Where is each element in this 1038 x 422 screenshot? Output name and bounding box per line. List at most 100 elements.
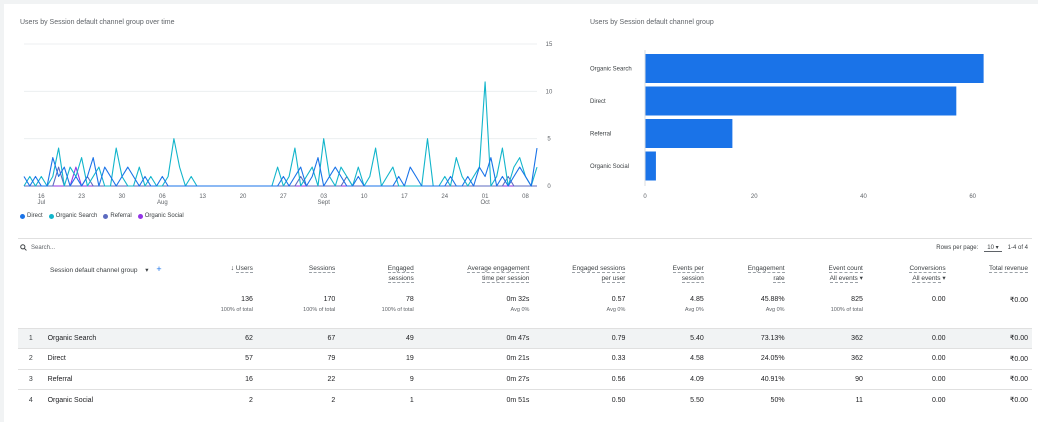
col-header-label: Engaged [387,265,414,273]
col-header-avg-engagement-time[interactable]: Average engagement time per session [418,262,534,292]
page-range: 1-4 of 4 [1007,245,1028,251]
rows-per-page-value: 10 [987,245,994,251]
table-cell: 362 [788,348,867,369]
totals-subtext: 100% of total [220,307,253,313]
bar-category-label: Direct [590,99,606,105]
table-row[interactable]: 4 Organic Social 2 2 1 0m 51s 0.50 5.50 50% 11 0.0… [18,389,1032,410]
table-cell: 24.05% [707,348,789,369]
x-tick-month-label: Aug [157,200,168,206]
series-line-direct[interactable] [23,148,538,187]
table-row[interactable]: 1 Organic Search 62 67 49 0m 47s 0.79 5.40 73.13… [18,327,1032,349]
row-channel-name: Organic Social [43,389,189,410]
pagination: Rows per page: 10 ▾ 1-4 of 4 [936,244,1028,252]
bar-category-label: Organic Social [590,164,629,170]
col-header-label: Average engagement [467,265,530,273]
x-tick-label: 40 [860,194,867,200]
bar-organic-social[interactable] [645,151,656,181]
row-channel-name: Referral [43,368,189,390]
col-header-sublabel: session [681,275,704,283]
totals-row: 136 100% of total 170 100% of total 78 100% o… [18,292,1032,328]
bar-referral[interactable] [645,119,733,148]
x-tick-label: 10 [361,194,368,200]
table-cell: 40.91% [707,368,789,390]
col-header-users[interactable]: ↓ Users [188,262,257,292]
legend-item-organic-social[interactable]: Organic Social [137,213,184,219]
event-filter-select[interactable]: All events ▾ [793,275,863,283]
y-tick-label: 15 [546,42,553,48]
legend-label: Direct [27,213,43,219]
totals-cell: ₹0.00 [950,292,1032,328]
legend-label: Referral [110,213,132,219]
totals-value: 0.57 [611,296,626,303]
totals-value: 78 [405,296,414,303]
bar-organic-search[interactable] [645,54,984,83]
totals-subtext: Avg 0% [510,307,530,313]
x-tick-label: 20 [240,194,247,200]
col-header-event-count[interactable]: Event count All events ▾ [789,262,867,292]
table-row[interactable]: 2 Direct 57 79 19 0m 21s 0.33 4.58 24.05% 362 0.00… [18,348,1032,369]
table-cell: 0.50 [533,389,630,410]
col-header-label: Users [235,265,253,273]
table-cell: 62 [188,327,257,349]
dimension-header-label: Session default channel group [50,267,138,274]
section-divider [18,238,1032,239]
totals-cell: 0.57 Avg 0% [533,292,629,328]
totals-value: 45.88% [760,296,785,303]
line-chart-title: Users by Session default channel group o… [20,19,175,26]
x-tick-month-label: Oct [480,200,490,206]
col-header-events-per-session[interactable]: Events per session [629,262,707,292]
legend-item-referral[interactable]: Referral [103,213,132,219]
x-tick-label: 20 [751,194,758,200]
totals-cell: 4.85 Avg 0% [629,292,707,328]
series-line-organic-search[interactable] [23,81,538,187]
table-cell: 9 [339,368,418,390]
table-cell: 0.00 [866,389,950,410]
table-cell: 22 [256,368,340,390]
col-header-sublabel: time per session [482,275,530,283]
dimension-header[interactable]: Session default channel group ▾ + [18,262,188,292]
col-header-conversions[interactable]: Conversions All events ▾ [867,262,950,292]
legend-item-direct[interactable]: Direct [20,213,43,219]
conversion-filter-select[interactable]: All events ▾ [871,275,946,283]
totals-cell: 0.00 [867,292,950,328]
totals-spacer [18,292,188,328]
totals-cell: 170 100% of total [257,292,339,328]
legend-dot-icon [48,213,54,219]
table-cell: ₹0.00 [949,389,1032,410]
col-header-engagement-rate[interactable]: Engagement rate [708,262,789,292]
x-tick-label: 13 [199,194,206,200]
bar-chart[interactable]: Organic Search Direct Referral Organic Soci… [580,40,1030,210]
table-cell: 5.50 [629,389,708,410]
col-header-engaged-per-user[interactable]: Engaged sessions per user [533,262,629,292]
table-search[interactable]: Search... [20,244,55,251]
rows-per-page-label: Rows per page: [936,245,979,251]
x-tick-label: 01 [482,194,489,200]
totals-value: 0.00 [931,296,946,303]
col-header-engaged-sessions[interactable]: Engaged sessions [339,262,418,292]
table-header-row: Session default channel group ▾ + ↓ User… [18,262,1032,292]
add-dimension-icon[interactable]: + [156,264,162,274]
y-tick-label: 0 [547,184,551,190]
table-row[interactable]: 3 Referral 16 22 9 0m 27s 0.56 4.09 40.91% 90 0.00… [18,368,1032,390]
x-tick-label: 17 [401,194,408,200]
col-header-sessions[interactable]: Sessions [257,262,339,292]
caret-down-icon: ▾ [942,275,946,282]
table-cell: 4.09 [629,368,708,390]
table-cell: 90 [788,368,867,390]
legend-item-organic-search[interactable]: Organic Search [48,213,97,219]
row-index: 2 [18,348,44,369]
dropdown-caret-icon[interactable]: ▾ [145,267,149,274]
table-cell: 2 [188,389,257,410]
totals-value: 170 [323,296,336,303]
rows-per-page-select[interactable]: 10 ▾ [984,244,1002,252]
table-cell: 362 [788,327,867,349]
search-input[interactable]: Search... [31,244,56,251]
x-tick-month-label: Sept [318,200,331,206]
caret-down-icon: ▾ [859,275,863,282]
bar-direct[interactable] [645,86,957,116]
sort-desc-icon: ↓ [230,265,235,272]
col-header-label: Engaged sessions [572,265,626,273]
table-cell: 0.00 [866,327,950,349]
col-header-total-revenue[interactable]: Total revenue [950,262,1032,292]
